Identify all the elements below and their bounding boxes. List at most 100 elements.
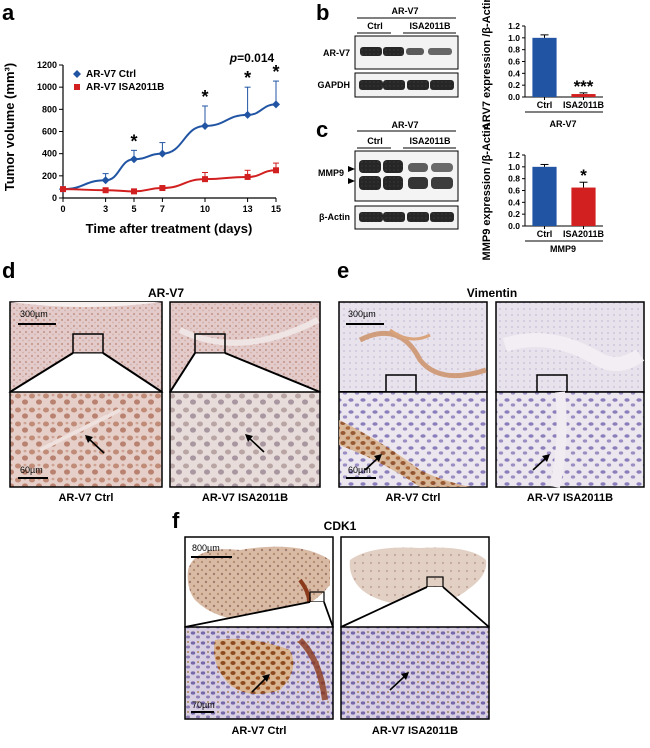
chart-a-ytick-label: 0 <box>52 193 57 203</box>
chart-a-legend-label: AR-V7 ISA2011B <box>86 82 164 93</box>
chart-a-xtick-label: 3 <box>103 204 108 214</box>
blot-c-row-actin: β-Actin <box>319 212 350 222</box>
chart-b-category-label: ISA2011B <box>563 100 605 110</box>
ihc-d-caption-ctrl: AR-V7 Ctrl <box>58 492 113 504</box>
blot-b-row-arv7: AR-V7 <box>323 48 350 58</box>
chart-a-xtick-label: 15 <box>271 204 281 214</box>
blot-b-gapdh-bands <box>359 80 454 90</box>
chart-a-ytick-label: 800 <box>42 104 57 114</box>
chart-a-significance: * <box>244 68 251 88</box>
ihc-d-scale-bottom: 60µm <box>20 465 43 475</box>
chart-b-ytick-label: 0.4 <box>508 68 520 78</box>
blot-c-row-mmp9: MMP9 <box>318 168 344 178</box>
ihc-d-scale-top: 300µm <box>20 309 48 319</box>
chart-b-ytick-label: 0.0 <box>508 92 520 102</box>
chart-c-category-label: ISA2011B <box>563 229 605 239</box>
ihc-e-caption-ctrl: AR-V7 Ctrl <box>385 492 440 504</box>
blot-c-lane-ctrl: Ctrl <box>367 136 383 146</box>
panel-f-letter: f <box>172 508 180 533</box>
ihc-f-title: CDK1 <box>324 519 357 533</box>
chart-a-point <box>60 186 66 193</box>
chart-c-ylabel: MMP9 expression /β-Actin <box>481 123 493 260</box>
chart-a-xtick-label: 7 <box>160 204 165 214</box>
panel-a-letter: a <box>2 0 15 25</box>
chart-a-point <box>201 121 209 130</box>
chart-c-bar <box>571 187 596 226</box>
chart-a-xlabel: Time after treatment (days) <box>86 221 253 236</box>
ihc-e-scale-top: 300µm <box>348 309 376 319</box>
chart-a-point <box>130 155 138 164</box>
chart-a-legend-marker <box>74 84 80 90</box>
chart-a-legend-label: AR-V7 Ctrl <box>86 69 136 80</box>
chart-a-point <box>202 176 208 183</box>
blot-b-lane-isa: ISA2011B <box>409 21 451 31</box>
chart-b-ylabel: ARV7 expression /β-Actin <box>481 0 493 130</box>
blot-b-lane-ctrl: Ctrl <box>367 21 383 31</box>
ihc-f-scale-bottom: 70µm <box>192 700 215 710</box>
chart-a-point <box>159 185 166 192</box>
ihc-d-caption-isa: AR-V7 ISA2011B <box>202 492 288 504</box>
chart-b-significance: *** <box>574 77 594 96</box>
chart-a-legend-marker <box>73 70 81 78</box>
chart-b-xlabel: AR-V7 <box>549 119 576 129</box>
blot-c-mmp9-bands <box>359 160 453 190</box>
tumor-volume-chart: Tumor volume (mm³) Time after treatment … <box>2 51 281 236</box>
chart-c-ytick-label: 0.8 <box>508 174 520 184</box>
blot-c-lane-isa: ISA2011B <box>409 136 451 146</box>
ihc-f-scale-top: 800µm <box>192 543 220 553</box>
blot-b-row-gapdh: GAPDH <box>317 80 350 90</box>
chart-a-xtick-label: 0 <box>60 204 65 214</box>
blot-b-arv7-bands <box>360 47 452 56</box>
ihc-f-images <box>184 536 490 720</box>
chart-c-ytick-label: 1.2 <box>508 150 520 160</box>
blot-b: AR-V7 Ctrl ISA2011B AR-V7 GAPDH <box>317 6 459 98</box>
chart-c-ytick-label: 0.0 <box>508 221 520 231</box>
chart-a-xtick-label: 10 <box>200 204 210 214</box>
ihc-e-caption-isa: AR-V7 ISA2011B <box>527 492 613 504</box>
blot-c: AR-V7 Ctrl ISA2011B MMP9 β-Actin <box>318 120 459 230</box>
chart-b-ytick-label: 1.2 <box>508 21 520 31</box>
ihc-f-caption-isa: AR-V7 ISA2011B <box>372 725 458 737</box>
chart-c-category-label: Ctrl <box>537 229 553 239</box>
chart-a-ytick-label: 400 <box>42 149 57 159</box>
chart-c-significance: * <box>580 166 587 185</box>
chart-c-ytick-label: 0.2 <box>508 209 520 219</box>
chart-a-point <box>272 100 280 109</box>
blot-b-header: AR-V7 <box>391 6 418 16</box>
chart-b-ytick-label: 0.6 <box>508 57 520 67</box>
chart-a-point <box>131 188 137 195</box>
arv7-expression-chart: ARV7 expression /β-Actin AR-V7 0.0 0.2 0.4… <box>481 0 605 130</box>
ihc-d-images <box>8 301 321 488</box>
chart-b-category-label: Ctrl <box>537 100 553 110</box>
panel-b-letter: b <box>316 0 329 25</box>
chart-c-ytick-label: 0.4 <box>508 197 520 207</box>
mmp9-expression-chart: MMP9 expression /β-Actin MMP9 0.00.20.40… <box>481 123 605 260</box>
ihc-e-scale-bottom: 60µm <box>348 465 371 475</box>
chart-b-ytick-label: 0.8 <box>508 45 520 55</box>
chart-a-point <box>244 173 251 180</box>
blot-c-actin-bands <box>359 212 454 222</box>
chart-a-point <box>273 167 279 174</box>
chart-a-ytick-label: 1200 <box>37 60 57 70</box>
chart-c-ytick-label: 0.6 <box>508 186 520 196</box>
ihc-e-title: Vimentin <box>467 286 517 300</box>
chart-a-significance: * <box>201 87 208 107</box>
panel-e-letter: e <box>337 258 349 283</box>
chart-a-ytick-label: 600 <box>42 127 57 137</box>
chart-a-point <box>101 176 110 185</box>
chart-a-point <box>243 110 252 119</box>
chart-a-ytick-label: 200 <box>42 171 57 181</box>
chart-b-ytick-label: 1.0 <box>508 33 520 43</box>
ihc-e-images <box>338 301 645 489</box>
chart-a-significance: * <box>272 62 279 82</box>
chart-a-xtick-label: 5 <box>131 204 136 214</box>
panel-d-letter: d <box>2 258 15 283</box>
chart-b-ytick-label: 0.2 <box>508 80 520 90</box>
panel-c-letter: c <box>316 117 328 142</box>
chart-a-xtick-label: 13 <box>243 204 253 214</box>
chart-a-ytick-label: 1000 <box>37 82 57 92</box>
blot-c-header: AR-V7 <box>391 120 418 130</box>
chart-b-bar <box>532 37 557 97</box>
chart-a-significance: * <box>130 131 137 151</box>
